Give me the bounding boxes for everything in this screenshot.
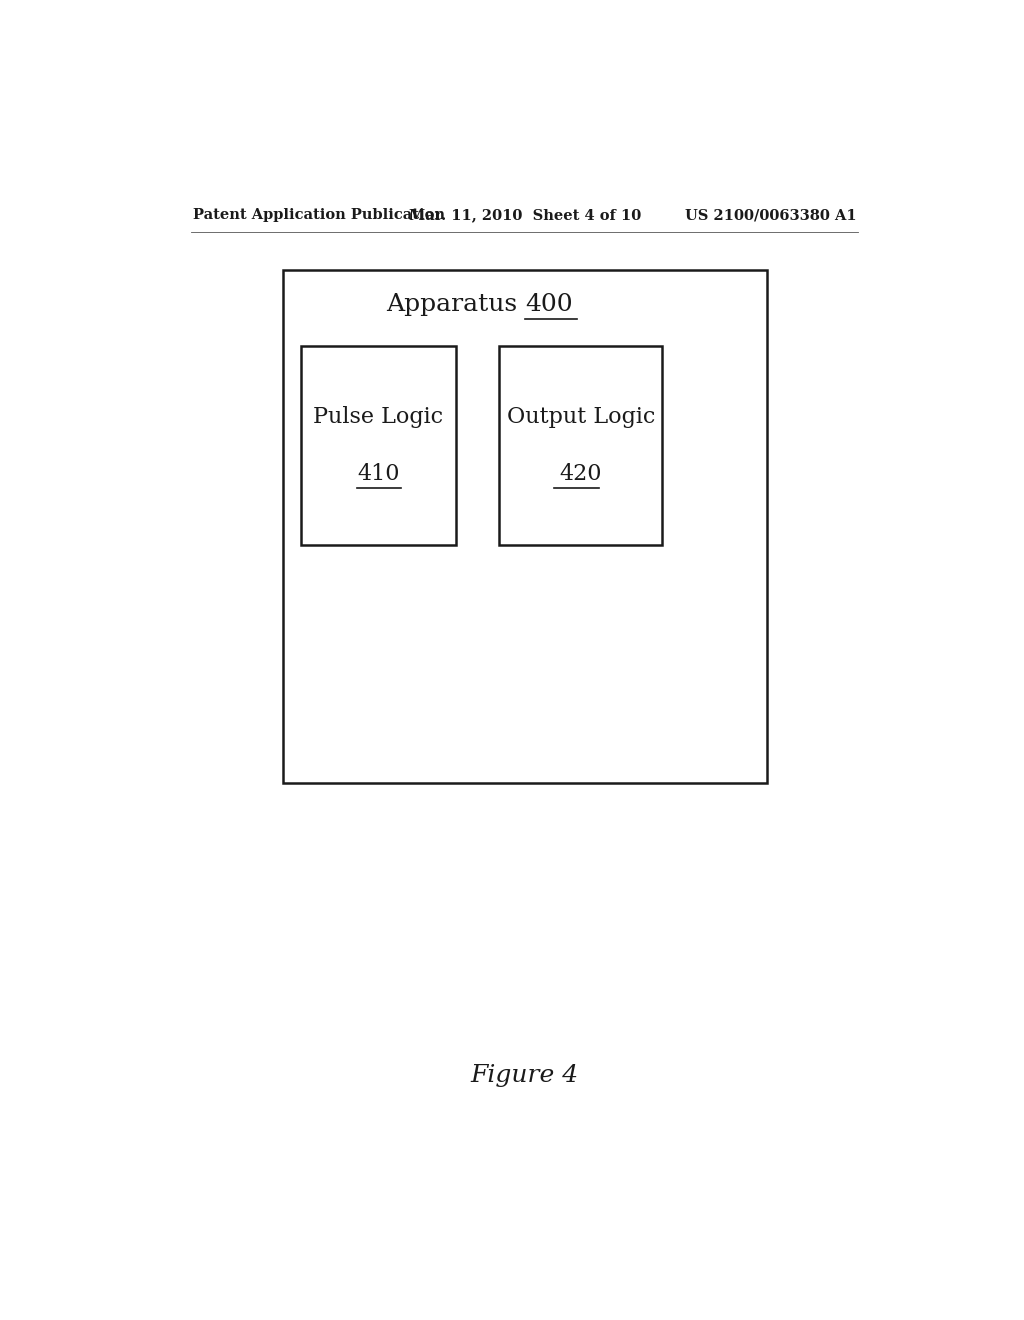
Text: Output Logic: Output Logic xyxy=(507,407,655,428)
Text: Apparatus: Apparatus xyxy=(386,293,524,317)
Text: Patent Application Publication: Patent Application Publication xyxy=(194,209,445,222)
Text: Figure 4: Figure 4 xyxy=(471,1064,579,1086)
Bar xyxy=(283,271,767,784)
Text: Mar. 11, 2010  Sheet 4 of 10: Mar. 11, 2010 Sheet 4 of 10 xyxy=(409,209,641,222)
Text: 410: 410 xyxy=(357,463,399,484)
Text: Pulse Logic: Pulse Logic xyxy=(313,407,443,428)
Bar xyxy=(500,346,663,545)
Bar xyxy=(301,346,456,545)
Text: US 2100/0063380 A1: US 2100/0063380 A1 xyxy=(685,209,856,222)
Text: 420: 420 xyxy=(559,463,602,484)
Text: 400: 400 xyxy=(524,293,572,317)
